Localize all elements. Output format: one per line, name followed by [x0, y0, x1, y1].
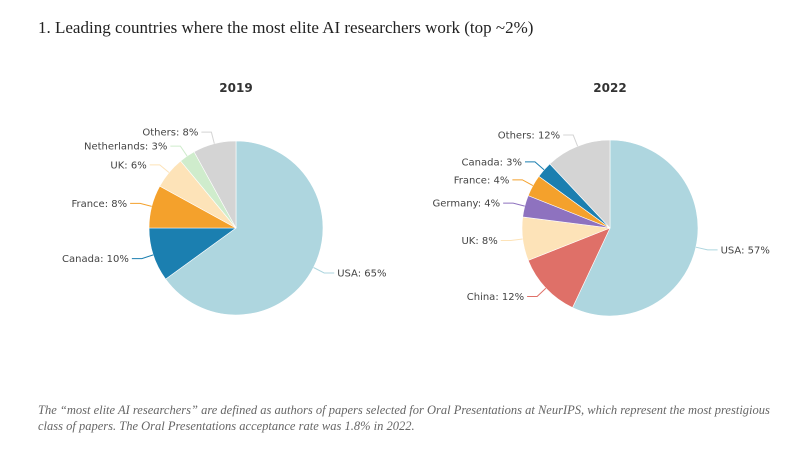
slice-label-2022-usa: USA: 57% — [721, 245, 770, 256]
chart-title-2022: 2022 — [593, 81, 626, 95]
pie-slice-2022-others — [549, 139, 611, 229]
leader-line-2019-canada — [131, 254, 154, 260]
slice-label-2022-france: France: 4% — [454, 175, 510, 186]
leader-line-2019-usa — [313, 267, 335, 274]
slice-label-2019-others: Others: 8% — [142, 128, 198, 139]
slice-label-2019-usa: USA: 65% — [337, 268, 386, 279]
slice-label-2022-canada: Canada: 3% — [462, 157, 522, 168]
pie-slice-2022-china — [527, 227, 611, 309]
slice-label-2022-china: China: 12% — [467, 292, 524, 303]
slice-label-2019-netherlands: Netherlands: 3% — [84, 142, 167, 153]
leader-line-2022-others — [563, 134, 579, 147]
slice-label-2019-uk: UK: 6% — [110, 160, 146, 171]
leader-line-2022-canada — [524, 161, 545, 171]
slice-label-2022-uk: UK: 8% — [461, 236, 497, 247]
leader-line-2022-germany — [503, 202, 525, 207]
slice-label-2022-others: Others: 12% — [498, 131, 560, 142]
chart-title-2019: 2019 — [219, 81, 252, 95]
slice-label-2019-france: France: 8% — [71, 199, 127, 210]
slice-label-2019-canada: Canada: 10% — [62, 254, 129, 265]
pie-slice-2022-usa — [572, 139, 699, 317]
leader-line-2022-usa — [695, 246, 718, 251]
page-title: 1. Leading countries where the most elit… — [38, 18, 534, 37]
leader-line-2019-netherlands — [170, 145, 188, 157]
leader-line-2022-china — [527, 287, 547, 297]
slice-label-2022-germany: Germany: 4% — [432, 199, 500, 210]
leader-line-2019-uk — [149, 164, 170, 173]
footnote: The “most elite AI researchers” are defi… — [38, 403, 770, 433]
leader-line-2022-france — [512, 179, 534, 187]
leader-line-2022-uk — [500, 238, 523, 242]
leader-line-2019-others — [201, 131, 215, 144]
leader-line-2019-france — [130, 202, 152, 207]
